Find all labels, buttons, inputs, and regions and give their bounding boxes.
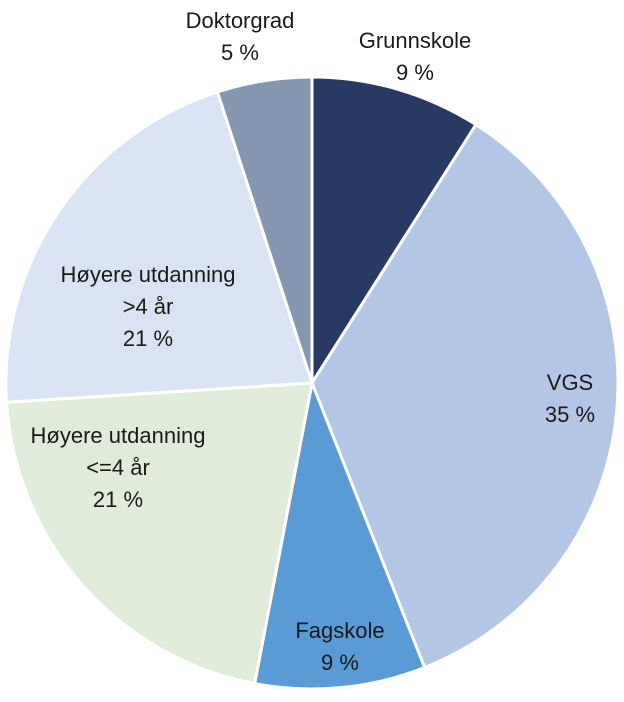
- slice-percent: 5 %: [221, 40, 259, 65]
- slice-percent: 21 %: [93, 487, 143, 512]
- slice-label-line: Grunnskole: [359, 28, 472, 53]
- pie-slice-2: [252, 377, 427, 691]
- slice-label-line: >4 år: [123, 294, 174, 319]
- slice-label-4: Høyere utdanning >4 år 21 %: [61, 262, 236, 351]
- slice-label-1: VGS 35 %: [545, 370, 595, 427]
- slice-label-2: Fagskole 9 %: [295, 618, 384, 675]
- pie-slice-4: [4, 90, 315, 404]
- slice-label-line: <=4 år: [86, 455, 150, 480]
- slice-label-line: Doktorgrad: [186, 8, 295, 33]
- slice-percent: 35 %: [545, 402, 595, 427]
- slice-label-line: Høyere utdanning: [31, 423, 206, 448]
- pie-slice-3: [5, 381, 314, 686]
- slice-percent: 21 %: [123, 326, 173, 351]
- pie-slice-5: [215, 75, 314, 384]
- pie-slice-1: [310, 122, 620, 670]
- slice-percent: 9 %: [396, 60, 434, 85]
- slice-label-line: VGS: [547, 370, 593, 395]
- pie-slice-0: [310, 75, 479, 389]
- slice-label-5: Doktorgrad 5 %: [186, 8, 295, 65]
- slice-percent: 9 %: [321, 650, 359, 675]
- slice-label-line: Fagskole: [295, 618, 384, 643]
- slice-label-3: Høyere utdanning <=4 år 21 %: [31, 423, 206, 512]
- slice-label-line: Høyere utdanning: [61, 262, 236, 287]
- slice-label-0: Grunnskole 9 %: [359, 28, 472, 85]
- pie-slices: [4, 75, 620, 691]
- pie-labels: Grunnskole 9 % VGS 35 % Fagskole 9 % Høyere ut…: [31, 8, 596, 675]
